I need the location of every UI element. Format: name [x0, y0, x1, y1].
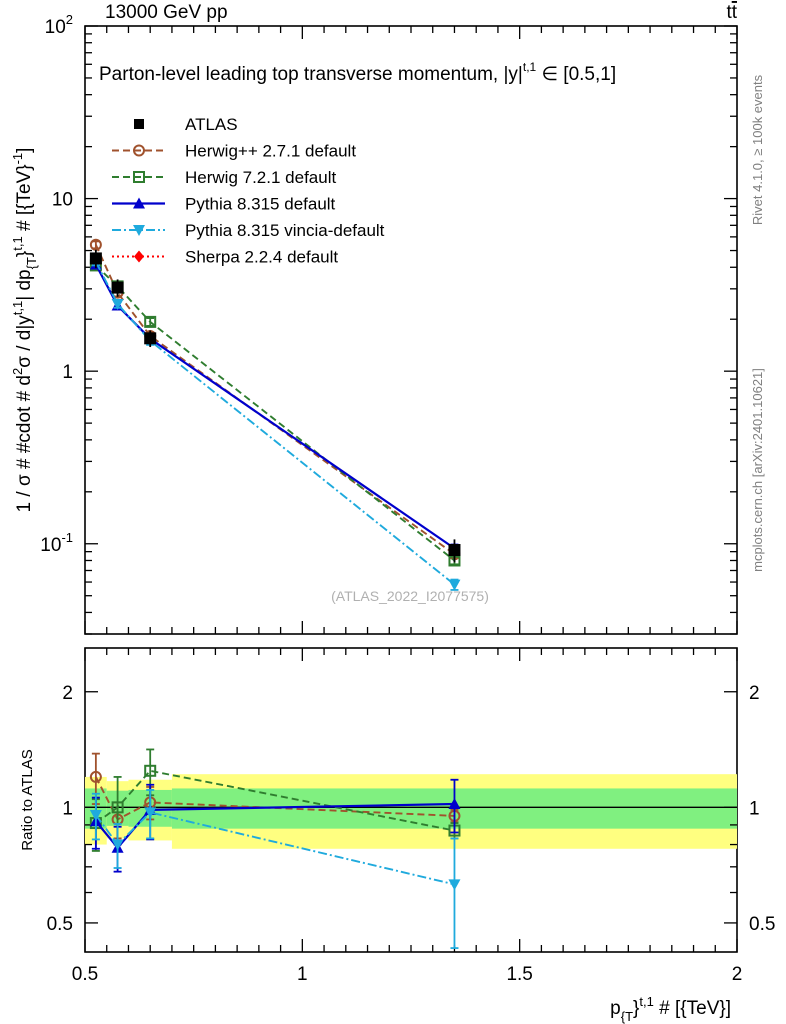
analysis-id-watermark: (ATLAS_2022_I2077575)	[331, 588, 489, 604]
marker-triangle-down	[111, 299, 124, 311]
marker-square-filled	[448, 544, 461, 557]
marker-square-filled	[111, 281, 124, 294]
y-axis-label: 1 / σ # #cdot # d2σ / d|yt,1| dp{T}t,1 #…	[10, 148, 39, 513]
marker-square-open	[111, 801, 124, 814]
marker-square-open	[133, 171, 145, 183]
legend-label: Herwig++ 2.7.1 default	[185, 142, 356, 161]
legend-entry-pythia-8-315-default[interactable]: Pythia 8.315 default	[112, 195, 336, 214]
series-line	[95, 769, 455, 832]
plot-title: Parton-level leading top transverse mome…	[99, 60, 616, 85]
main-series-herwig-7-2-1-default	[89, 259, 461, 567]
marker-square-filled	[134, 119, 144, 129]
marker-triangle-down	[133, 225, 145, 236]
ratio-tick-label-left: 2	[62, 683, 73, 704]
series-line	[94, 263, 456, 550]
marker-circle-open	[89, 238, 102, 251]
series-line	[95, 244, 456, 555]
x-axis-tick-label: 0.5	[72, 964, 98, 985]
x-axis-label: p{T}t,1 # [{TeV}]	[610, 994, 731, 1024]
series-line	[95, 264, 456, 562]
marker-triangle-down	[89, 810, 102, 822]
marker-square-open	[144, 764, 157, 777]
main-series-herwig-2-7-1-default	[89, 238, 461, 561]
ratio-series-pythia-8-315-vincia-default	[89, 789, 461, 949]
y-axis-tick-label: 102	[45, 12, 73, 38]
legend-entry-pythia-8-315-vincia-default[interactable]: Pythia 8.315 vincia-default	[112, 221, 385, 240]
y-axis-tick-label: 10-1	[40, 530, 73, 556]
marker-triangle-down	[144, 807, 157, 819]
legend-label: Sherpa 2.2.4 default	[185, 248, 338, 267]
marker-triangle-down	[448, 579, 461, 591]
y-axis-tick-label: 10	[52, 190, 73, 211]
series-line	[95, 811, 455, 886]
ratio-tick-label-left: 0.5	[47, 914, 73, 935]
marker-square-filled	[89, 252, 102, 265]
marker-square-filled	[144, 332, 157, 345]
x-axis-tick-label: 1.5	[506, 964, 532, 985]
main-series-atlas	[89, 249, 461, 563]
marker-circle-open	[89, 770, 102, 783]
marker-square-open	[144, 315, 157, 328]
mcplots-source-label: mcplots.cern.ch [arXiv:2401.10621]	[750, 368, 765, 572]
marker-circle-open	[133, 144, 145, 157]
series-line	[95, 261, 456, 586]
ratio-tick-label-right: 0.5	[749, 914, 775, 935]
ratio-tick-label-left: 1	[62, 798, 73, 819]
y-axis-tick-label: 1	[62, 362, 73, 383]
beam-energy-label: 13000 GeV pp	[105, 2, 228, 23]
rivet-version-label: Rivet 4.1.0, ≥ 100k events	[750, 74, 765, 225]
legend-entry-atlas[interactable]: ATLAS	[134, 115, 238, 134]
legend-label: Herwig 7.2.1 default	[185, 168, 336, 187]
main-series-pythia-8-315-default	[89, 258, 461, 554]
marker-triangle-down	[448, 879, 461, 891]
x-axis-tick-label: 1	[297, 964, 308, 985]
marker-triangle-down	[111, 839, 124, 851]
svg-text:Ratio to ATLAS: Ratio to ATLAS	[19, 749, 36, 850]
legend-entry-herwig-2-7-1-default[interactable]: Herwig++ 2.7.1 default	[112, 142, 356, 161]
process-label: tt	[726, 2, 737, 23]
legend-label: Pythia 8.315 vincia-default	[185, 221, 385, 240]
legend-label: ATLAS	[185, 115, 238, 134]
ratio-tick-label-right: 1	[749, 798, 760, 819]
svg-text:Rivet 4.1.0, ≥ 100k events: Rivet 4.1.0, ≥ 100k events	[750, 74, 765, 225]
svg-text:1 / σ # #cdot # d2σ / d|yt,1|: 1 / σ # #cdot # d2σ / d|yt,1| dp{T}t,1 #…	[10, 148, 39, 513]
legend-label: Pythia 8.315 default	[185, 195, 336, 214]
legend-entry-herwig-7-2-1-default[interactable]: Herwig 7.2.1 default	[112, 168, 336, 187]
marker-triangle-up	[133, 197, 145, 209]
series-line	[95, 776, 455, 821]
ratio-tick-label-right: 2	[749, 683, 760, 704]
marker-triangle-up	[448, 798, 461, 810]
marker-diamond	[134, 250, 144, 263]
ratio-y-axis-label: Ratio to ATLAS	[19, 749, 36, 850]
svg-text:mcplots.cern.ch [arXiv:2401.10: mcplots.cern.ch [arXiv:2401.10621]	[750, 368, 765, 572]
x-axis-tick-label: 2	[732, 964, 743, 985]
legend-entry-sherpa-2-2-4-default[interactable]: Sherpa 2.2.4 default	[112, 248, 338, 267]
main-panel-frame	[84, 25, 738, 635]
